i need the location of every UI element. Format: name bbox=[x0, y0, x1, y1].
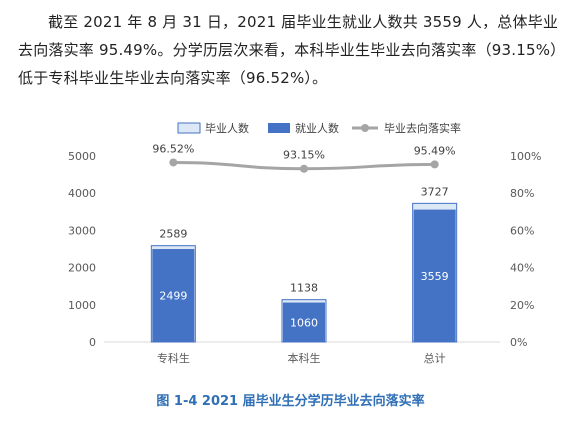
label-graduates: 3727 bbox=[421, 185, 449, 198]
y-right-tick-label: 100% bbox=[510, 150, 541, 163]
y-left-tick-label: 3000 bbox=[68, 224, 96, 237]
x-tick-label: 专科生 bbox=[157, 351, 190, 365]
label-graduates: 2589 bbox=[159, 228, 187, 241]
legend-swatch-graduates bbox=[177, 122, 201, 134]
legend-label-rate: 毕业去向落实率 bbox=[384, 121, 461, 135]
y-right-tick-label: 80% bbox=[510, 187, 534, 200]
figure-caption: 图 1-4 2021 届毕业生分学历毕业去向落实率 bbox=[156, 394, 425, 409]
y-right-tick-label: 0% bbox=[510, 336, 527, 349]
legend-label-graduates: 毕业人数 bbox=[205, 122, 249, 135]
label-employed: 3559 bbox=[421, 270, 449, 283]
y-right-tick-label: 40% bbox=[510, 262, 534, 275]
chart-svg: 0 1000 2000 3000 4000 5000 0% 20% 40% 60% 80% 100% 2… bbox=[68, 121, 541, 365]
bar-employed bbox=[152, 249, 195, 342]
rate-point bbox=[300, 164, 308, 173]
y-left-tick-label: 1000 bbox=[68, 299, 96, 312]
rate-point bbox=[169, 158, 178, 167]
x-tick-label: 总计 bbox=[424, 351, 446, 365]
x-tick-label: 本科生 bbox=[288, 351, 321, 365]
label-employed: 1060 bbox=[290, 316, 318, 329]
y-left-tick-label: 4000 bbox=[68, 187, 96, 200]
y-left-tick-label: 5000 bbox=[68, 150, 96, 163]
y-right-tick-label: 60% bbox=[510, 224, 534, 237]
y-right-tick-label: 20% bbox=[510, 299, 534, 312]
legend-swatch-rate-marker bbox=[361, 124, 369, 132]
chart-container: 0 1000 2000 3000 4000 5000 0% 20% 40% 60% 80% 100% 2… bbox=[0, 112, 581, 382]
rate-label: 95.49% bbox=[414, 144, 456, 157]
legend-swatch-employed bbox=[268, 123, 290, 133]
rate-label: 96.52% bbox=[152, 142, 194, 155]
label-employed: 2499 bbox=[159, 290, 187, 303]
bar-employed bbox=[283, 302, 325, 342]
legend-label-employed: 就业人数 bbox=[295, 121, 339, 135]
intro-paragraph: 截至 2021 年 8 月 31 日，2021 届毕业生就业人数共 3559 人… bbox=[18, 13, 566, 87]
rate-label: 93.15% bbox=[283, 149, 325, 162]
y-left-tick-label: 0 bbox=[89, 336, 96, 349]
bar-employed bbox=[413, 209, 456, 342]
rate-point bbox=[430, 160, 439, 169]
label-graduates: 1138 bbox=[290, 282, 318, 295]
y-left-tick-label: 2000 bbox=[68, 262, 96, 275]
